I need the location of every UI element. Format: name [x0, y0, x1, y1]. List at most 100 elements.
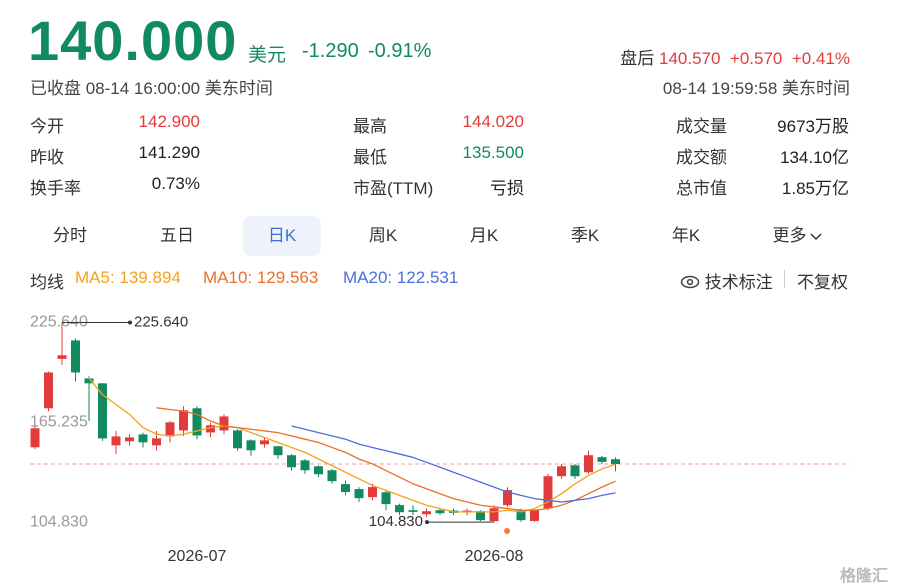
stat-label: 最高 [353, 117, 387, 136]
stat-value: 1.85万亿 [781, 179, 849, 198]
candle-body [584, 455, 593, 473]
candle-body [354, 489, 364, 499]
candle-body [152, 438, 161, 446]
stat-label: 市盈(TTM) [353, 179, 434, 198]
stat-label: 总市值 [676, 179, 727, 198]
candle-body [408, 510, 418, 512]
stat-value: 亏损 [490, 179, 524, 198]
after-hours: 盘后 140.570 +0.570 +0.41% [620, 44, 850, 69]
chevron [809, 233, 822, 241]
candle-body [260, 440, 269, 445]
y-tick-label: 165.235 [30, 414, 88, 431]
stat-value: 144.020 [462, 112, 524, 131]
annotation-dot [425, 520, 429, 525]
tool-adjust[interactable]: 不复权 [797, 273, 848, 292]
candle-body [530, 510, 539, 521]
candle-body [273, 446, 283, 456]
tool-annotate[interactable]: 技术标注 [680, 268, 773, 293]
candle-body [341, 484, 350, 493]
candle-body [125, 437, 134, 442]
after-price: 140.570 [659, 49, 721, 68]
price: 140.000 [28, 9, 238, 72]
candle-body [44, 372, 53, 409]
candle-body [476, 511, 485, 521]
ma-line [156, 407, 616, 511]
candle-body [111, 436, 121, 446]
change: -1.290 [302, 40, 359, 62]
tab[interactable]: 更多 [758, 216, 836, 256]
legend-item: MA20: 122.531 [343, 268, 459, 287]
candle-body [206, 425, 215, 433]
candle-body [543, 476, 553, 509]
candle-body [57, 355, 67, 359]
x-tick-label: 2026-08 [465, 548, 524, 565]
stat-label: 换手率 [30, 179, 81, 198]
candle-body [570, 465, 580, 477]
stat-label: 最低 [353, 148, 387, 167]
after-label: 盘后 [620, 49, 655, 68]
tool-label: 技术标注 [704, 273, 773, 292]
candle-body [287, 455, 296, 468]
candle-body [327, 470, 337, 482]
candle-body [395, 505, 404, 513]
currency: 美元 [248, 45, 287, 66]
x-tick-label: 2026-07 [168, 548, 227, 565]
stat-value: 141.290 [138, 143, 200, 162]
legend-item: MA5: 139.894 [75, 268, 181, 287]
candle-body [71, 340, 80, 373]
stat-value: 0.73% [151, 174, 200, 193]
candle-body [611, 459, 620, 464]
candle-body [489, 508, 499, 522]
annotation-label: 225.640 [134, 313, 188, 330]
ma-line [88, 377, 616, 513]
candle-body [422, 511, 431, 515]
candle-body [597, 457, 607, 462]
tab[interactable]: 分时 [53, 226, 87, 245]
annotation-dot [128, 320, 132, 325]
status: 已收盘 08-14 16:00:00 美东时间 [30, 79, 273, 98]
stat-label: 成交额 [676, 148, 727, 167]
annotation-label: 104.830 [369, 513, 423, 530]
stat-value: 135.500 [462, 143, 524, 162]
stat-value: 9673万股 [777, 117, 849, 136]
candle-body [381, 492, 391, 505]
marker-dot [504, 528, 510, 534]
tab[interactable]: 五日 [160, 226, 194, 245]
candle-body [138, 434, 148, 443]
watermark: 格隆汇 [839, 568, 888, 585]
candle-body [98, 383, 107, 439]
change-pct: -0.91% [368, 40, 432, 62]
tab[interactable]: 周K [368, 226, 398, 245]
candle-body [30, 428, 40, 448]
tab[interactable]: 年K [671, 226, 701, 245]
after-time: 08-14 19:59:58 美东时间 [662, 79, 850, 98]
stat-label: 成交量 [676, 117, 727, 136]
candle-body [300, 460, 310, 471]
stat-value: 142.900 [138, 112, 200, 131]
legend-item: MA10: 129.563 [203, 268, 319, 287]
y-tick-label: 104.830 [30, 513, 88, 530]
tab[interactable]: 日K [243, 216, 321, 256]
candle-body [219, 416, 229, 431]
after-change: +0.570 [729, 49, 783, 68]
stat-label: 今开 [30, 117, 64, 136]
divider [784, 270, 785, 288]
candle-body [233, 430, 242, 449]
candle-body [192, 408, 202, 436]
candle-body [179, 410, 188, 431]
candle-body [435, 510, 445, 514]
candle-body [557, 466, 566, 477]
tab[interactable]: 季K [570, 226, 600, 245]
candle-body [314, 466, 323, 475]
tab[interactable]: 月K [469, 226, 499, 245]
candle-body [368, 487, 377, 498]
y-tick-label: 225.640 [30, 314, 88, 331]
eye-icon [680, 275, 700, 289]
ma-line [291, 425, 616, 503]
ma-label: 均线 [30, 273, 64, 292]
candle-body [84, 378, 94, 384]
candle-body [503, 490, 512, 506]
candle-body [516, 510, 526, 521]
